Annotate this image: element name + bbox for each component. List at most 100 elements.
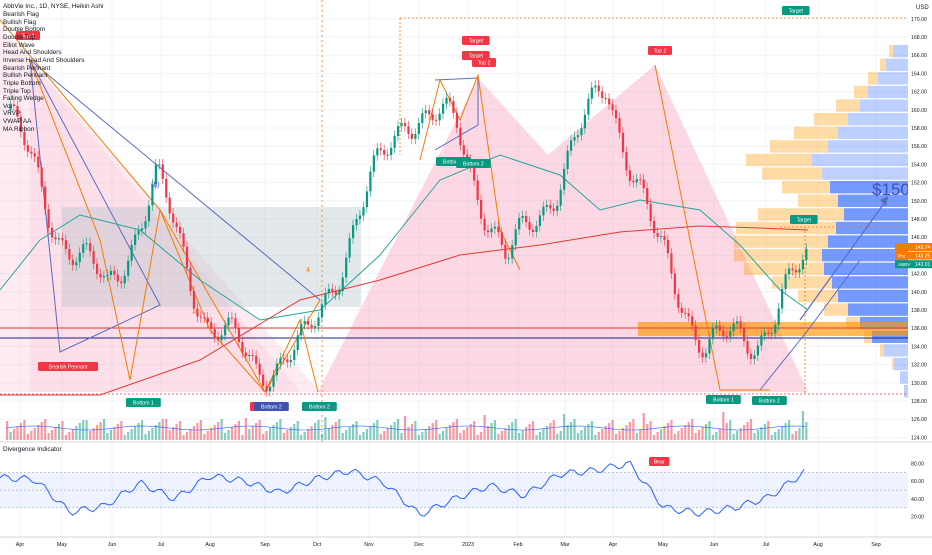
volume-bar (296, 421, 299, 440)
volume-bar (621, 428, 625, 440)
volume-bar (490, 423, 493, 440)
candle-body (438, 113, 441, 121)
vrvp-bar (838, 289, 908, 303)
indicator-item[interactable]: Double Top (3, 33, 36, 41)
x-tick-label: Aug (813, 542, 823, 548)
volume-bar (473, 421, 476, 440)
x-tick-label: Nov (364, 542, 374, 548)
vrvp-bar (772, 276, 832, 289)
candle-body (756, 345, 760, 356)
volume-bar (313, 423, 317, 440)
volume-bar (500, 431, 503, 440)
candle-body (563, 169, 566, 190)
volume-bar (61, 421, 64, 440)
indicator-item[interactable]: Double Bottom (3, 26, 46, 34)
label-target-bg (462, 36, 490, 45)
volume-bar (791, 434, 794, 440)
candle-body (300, 323, 303, 336)
volume-bar (275, 422, 279, 440)
candle-body (116, 274, 119, 282)
candle-body (445, 97, 448, 104)
candle-body (545, 205, 548, 207)
volume-bar (653, 435, 656, 440)
vrvp-bar (868, 85, 908, 99)
volume-bar (559, 431, 562, 440)
volume-bar (711, 435, 715, 440)
x-tick-label: Feb (513, 542, 522, 548)
volume-bar (26, 434, 29, 440)
volume-bar (528, 424, 531, 440)
volume-bar (455, 419, 458, 440)
indicator-item[interactable]: Bearish Pennant (3, 64, 51, 72)
volume-bar (376, 420, 379, 440)
label-bottom2-bg (254, 402, 289, 411)
volume-bar (410, 424, 414, 440)
volume-bar (158, 422, 161, 440)
candle-body (531, 229, 535, 232)
indicator-item[interactable]: Triple Bottom (3, 79, 41, 87)
indicator-item[interactable]: VWAP AA (3, 118, 32, 126)
volume-bar (137, 423, 140, 440)
volume-bar (237, 421, 241, 440)
volume-bar (445, 428, 448, 440)
volume-bar (293, 424, 296, 440)
vrvp-bar (868, 72, 878, 85)
volume-bar (476, 435, 479, 440)
indicator-item[interactable]: Bearish Flag (3, 11, 39, 18)
volume-bar (50, 430, 54, 440)
candle-body (573, 137, 576, 141)
rsi-tick-label: 20.00 (911, 515, 924, 521)
candle-body (791, 268, 794, 271)
pattern-fill (30, 60, 300, 392)
volume-bar (147, 431, 151, 440)
indicator-item[interactable]: Bullish Flag (3, 18, 37, 26)
candle-body (725, 336, 728, 338)
candle-body (372, 155, 375, 172)
indicator-item[interactable]: Inverse Head And Shoulders (3, 56, 85, 64)
volume-bar (134, 426, 137, 440)
projection-arrow (799, 197, 889, 321)
volume-bar (161, 419, 164, 440)
pattern-line (0, 19, 321, 393)
volume-bar (590, 421, 593, 440)
volume-bar (556, 434, 559, 440)
y-tick-label: 126.00 (911, 417, 927, 423)
candle-body (715, 325, 718, 328)
indicator-item[interactable]: Elliot Wave (3, 41, 35, 49)
indicator-item[interactable]: Bullish Pennant (3, 72, 48, 80)
volume-bar (33, 428, 36, 440)
indicator-item[interactable]: Falling Wedge (3, 95, 44, 103)
candle-body (653, 220, 656, 233)
indicator-item[interactable]: MA Ribbon (3, 125, 35, 133)
y-tick-label: 148.00 (911, 217, 927, 223)
candle-body (376, 148, 379, 156)
volume-bar (801, 411, 804, 440)
indicator-item[interactable]: Vol (3, 102, 12, 110)
rsi-line (0, 460, 805, 518)
volume-bar (480, 432, 483, 440)
indicator-item[interactable]: Triple Top (3, 87, 31, 95)
candle-body (365, 191, 369, 208)
candle-body (199, 316, 202, 318)
label-bottom1: Bottom 1 (443, 160, 464, 166)
candle-body (403, 123, 407, 127)
candle-body (628, 170, 631, 181)
label-target: Target (789, 9, 804, 15)
volume-bar (742, 425, 746, 440)
indicator-item[interactable]: Head And Shoulders (3, 49, 62, 57)
candle-body (85, 243, 88, 245)
candle-body (608, 98, 611, 105)
label-bottom2-bg (456, 159, 491, 168)
ma-line (0, 154, 809, 321)
x-tick-label: Sep (871, 542, 881, 548)
candle-body (794, 270, 798, 273)
candle-body (92, 251, 95, 264)
indicator-item[interactable]: VRVP (3, 110, 21, 118)
x-tick-label: 2023 (462, 542, 474, 548)
candle-body (407, 126, 410, 134)
candle-body (649, 203, 652, 221)
volume-bar (538, 432, 542, 440)
volume-bar (172, 427, 175, 440)
